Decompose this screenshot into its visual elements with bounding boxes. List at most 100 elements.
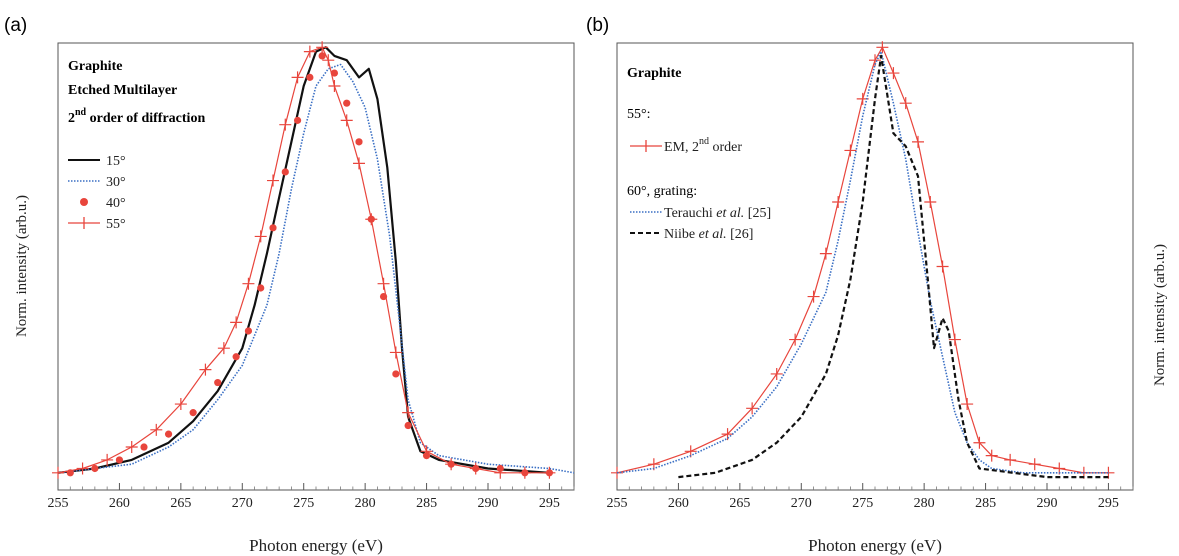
panel-a-series-3-point xyxy=(52,466,64,479)
order-suffix: order of diffraction xyxy=(86,111,205,126)
x-tick-label-280: 280 xyxy=(914,496,935,511)
panel-a-series-3-point xyxy=(316,41,329,54)
x-tick-label-260: 260 xyxy=(668,496,689,511)
panel-a-series-3-point xyxy=(291,71,304,84)
panel-a-series-3-point xyxy=(543,466,556,479)
panel-b-series-0-point xyxy=(819,247,832,260)
legend-15-label: 15° xyxy=(106,154,126,169)
panel-a-annotation-line-2: Etched Multilayer xyxy=(68,83,177,98)
panel-a-series-3-point xyxy=(230,316,243,329)
x-tick-label-265: 265 xyxy=(729,496,750,511)
panel-a-series-3-point xyxy=(518,466,531,479)
panel-a-series-3-point xyxy=(469,462,482,475)
x-tick-label-270: 270 xyxy=(232,496,253,511)
panel-a-x-axis-label: Photon energy (eV) xyxy=(249,536,383,555)
x-tick-label-285: 285 xyxy=(416,496,437,511)
legend-em-label: EM, 2nd order xyxy=(664,136,742,155)
x-tick-label-255: 255 xyxy=(607,496,628,511)
panel-a-series-3-point xyxy=(101,453,114,466)
panel-a-series-2-point xyxy=(244,327,253,335)
legend-30-label: 30° xyxy=(106,175,126,190)
legend-em-sup: nd xyxy=(699,136,709,147)
legend-niibe-label: Niibe et al. [26] xyxy=(664,227,753,242)
panel-a-series-3-point xyxy=(389,346,402,359)
panel-a-series-2-point xyxy=(140,443,148,451)
panel-a-label: (a) xyxy=(4,15,27,36)
x-tick-label-270: 270 xyxy=(791,496,812,511)
panel-a-series-3-point xyxy=(445,458,458,471)
panel-a-series-2-point xyxy=(164,430,173,438)
panel-a-series-2-point xyxy=(343,99,351,107)
x-tick-label-290: 290 xyxy=(478,496,499,511)
panel-a-series-2-point xyxy=(392,370,400,378)
legend-terauchi-main: Terauchi xyxy=(664,206,716,221)
panel-a-series-1-line xyxy=(57,63,575,474)
x-tick-label-295: 295 xyxy=(539,496,560,511)
panel-b-annotation-line-1: Graphite xyxy=(627,66,681,81)
panel-b-legend-group-2: 60°, grating: xyxy=(627,184,697,199)
panel-a-series-3-point xyxy=(494,466,507,479)
panel-a-series-3-point xyxy=(328,79,341,92)
panel-a-series-3-point xyxy=(402,406,415,419)
x-tick-label-260: 260 xyxy=(109,496,130,511)
panel-b-series-0-point xyxy=(924,196,937,209)
panel-a-series-2-point xyxy=(330,69,339,77)
panel-a-y-axis-label: Norm. intensity (arb.u.) xyxy=(14,195,30,337)
panel-b-legend-group-1: 55°: xyxy=(627,107,651,122)
legend-40-swatch xyxy=(80,198,88,206)
x-tick-label-280: 280 xyxy=(355,496,376,511)
legend-em-tail: order xyxy=(709,140,742,155)
panel-a-series-3-point xyxy=(242,277,255,290)
panel-a-series-3-point xyxy=(125,441,138,454)
panel-a-series-3-point xyxy=(150,423,163,436)
panel-a-series-2-point xyxy=(293,116,302,124)
x-tick-label-255: 255 xyxy=(48,496,69,511)
panel-b: (b) 255 260 265 270 275 280 285 290 295 Photon e… xyxy=(586,15,1168,555)
panel-b-series-0-point xyxy=(876,41,889,54)
panel-a-series-3-point xyxy=(377,277,390,290)
panel-a-series-3-point xyxy=(420,445,433,458)
panel-b-series-0-point xyxy=(948,333,961,346)
panel-b-series-0-point xyxy=(985,449,998,462)
panel-b-series-0-point xyxy=(887,67,900,80)
panel-a-series-3-point xyxy=(322,54,335,67)
panel-a-series-2-point xyxy=(306,73,314,81)
panel-b-series-0-point xyxy=(912,135,924,148)
panel-b-series-1-line xyxy=(616,50,1109,474)
x-tick-label-275: 275 xyxy=(293,496,314,511)
panel-a-series-3-point xyxy=(340,114,353,127)
legend-terauchi-italic: et al. xyxy=(716,206,744,221)
panel-b-legend: EM, 2nd order 60°, grating: Terauchi et … xyxy=(627,136,771,242)
panel-a-series xyxy=(52,41,575,479)
panel-a-series-2-point xyxy=(404,421,412,430)
x-tick-label-285: 285 xyxy=(975,496,996,511)
panel-b-series-0-point xyxy=(789,333,802,346)
panel-a-series-2-point xyxy=(115,456,124,464)
panel-a-series-3-point xyxy=(365,213,378,226)
panel-a-series-3-point xyxy=(174,398,187,411)
legend-40-label: 40° xyxy=(106,196,126,211)
panel-b-series-0-point xyxy=(807,290,820,303)
panel-b-series-0-point xyxy=(899,97,912,110)
order-sup: nd xyxy=(75,107,87,118)
panel-a-series-2-point xyxy=(281,168,289,176)
panel-b-series-0-point xyxy=(973,436,986,449)
panel-a-series-2-point xyxy=(232,353,240,361)
panel-a-series-3-point xyxy=(267,174,279,187)
panel-a-series-3-point xyxy=(279,118,292,131)
panel-a-series-2-point xyxy=(269,224,277,232)
panel-a-series-2-point xyxy=(355,138,363,146)
panel-b-x-axis: 255 260 265 270 275 280 285 290 295 xyxy=(607,483,1134,511)
panel-b-series-0-point xyxy=(832,196,845,209)
panel-a-series-2-point xyxy=(318,52,326,60)
panel-a-series-3-point xyxy=(217,342,230,355)
panel-a-series-3-point xyxy=(199,363,212,376)
panel-a-series-2-point xyxy=(91,464,99,473)
panel-b-series-0-point xyxy=(961,398,974,411)
x-tick-label-290: 290 xyxy=(1037,496,1058,511)
legend-niibe-main: Niibe xyxy=(664,227,699,242)
legend-em-main: EM, 2 xyxy=(664,140,699,155)
panel-b-series xyxy=(611,41,1115,479)
panel-b-plot-frame xyxy=(616,42,1134,491)
